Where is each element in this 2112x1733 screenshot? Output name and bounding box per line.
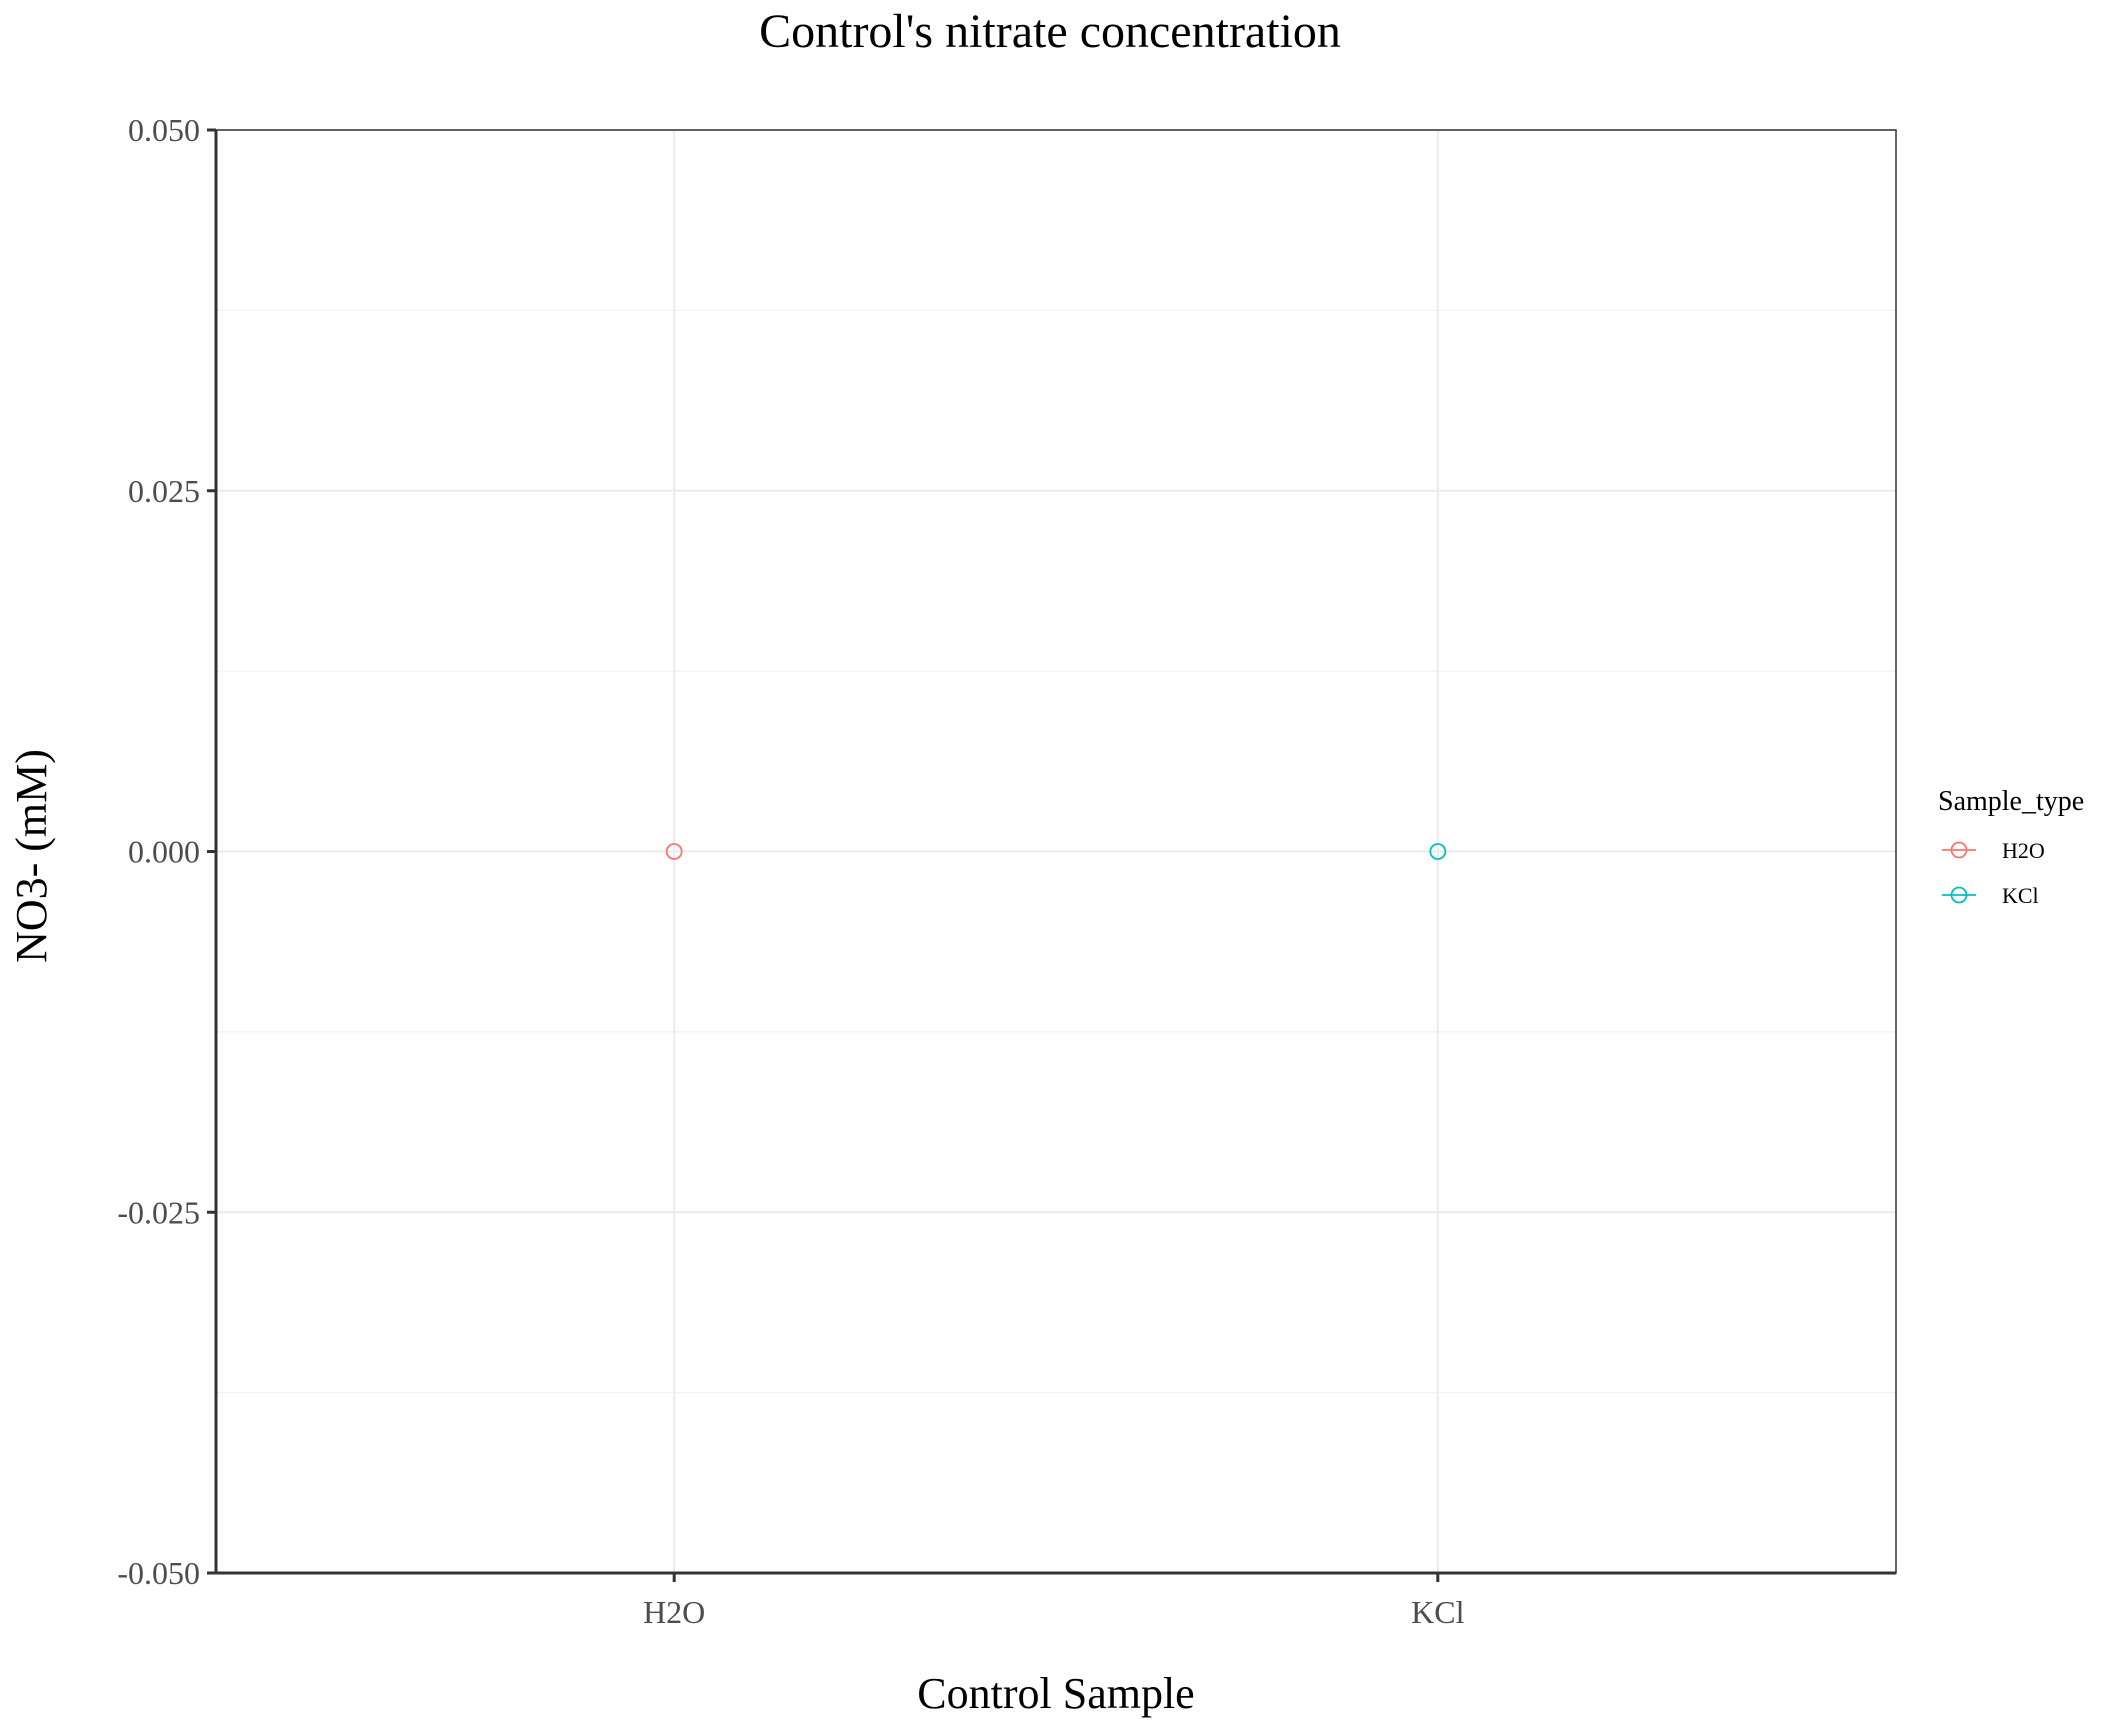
y-axis-label: NO3- (mM) [7, 749, 56, 963]
chart-title: Control's nitrate concentration [759, 5, 1341, 58]
legend-label: KCl [2002, 883, 2039, 908]
x-tick-label: H2O [643, 1594, 705, 1630]
y-tick-label: -0.025 [117, 1194, 200, 1230]
y-tick-label: -0.050 [117, 1555, 200, 1591]
x-tick-label: KCl [1411, 1594, 1464, 1630]
data-point-h2o [665, 843, 683, 860]
y-tick-label: 0.050 [128, 112, 200, 148]
y-tick-label: 0.025 [128, 473, 200, 509]
x-axis-label: Control Sample [917, 1669, 1194, 1718]
x-axis: H2O KCl [216, 1571, 1896, 1630]
legend-key-point [1950, 841, 1968, 859]
legend-label: H2O [2002, 838, 2045, 863]
legend: Sample_type H2O KCl [1938, 786, 2084, 908]
y-tick-label: 0.000 [128, 834, 200, 870]
legend-key-point [1950, 886, 1968, 904]
y-axis: -0.050 -0.025 0.000 0.025 0.050 [117, 112, 218, 1591]
data-point-kcl [1429, 843, 1447, 860]
legend-title: Sample_type [1938, 786, 2084, 817]
marks-layer [665, 843, 1447, 860]
